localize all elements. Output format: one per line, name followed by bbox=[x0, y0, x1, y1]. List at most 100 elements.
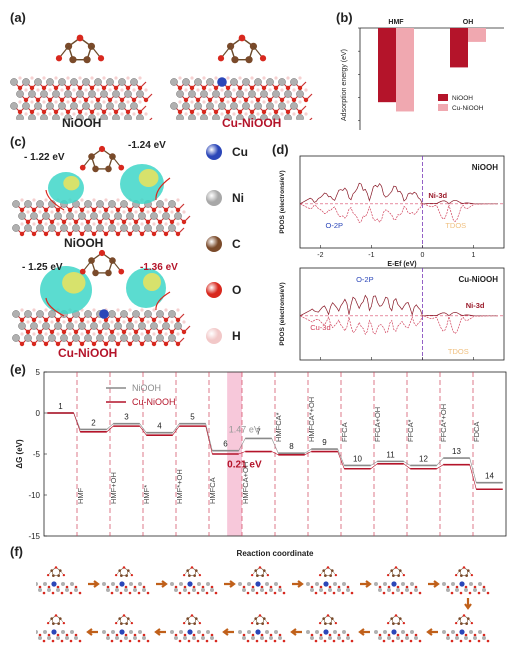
h-atom bbox=[86, 320, 90, 324]
ni-atom bbox=[34, 78, 42, 86]
ni-atom bbox=[230, 78, 238, 86]
ni-atom bbox=[150, 212, 158, 220]
ni-atom bbox=[132, 334, 140, 342]
ni-atom bbox=[396, 636, 400, 640]
o-atom bbox=[279, 97, 285, 103]
o-atom bbox=[46, 573, 50, 577]
o-atom bbox=[249, 109, 255, 115]
pathway-structures bbox=[36, 566, 490, 643]
pdos-title: Cu-NiOOH bbox=[458, 275, 498, 284]
ni-atom bbox=[114, 212, 122, 220]
o-atom bbox=[98, 145, 106, 153]
h-atom bbox=[26, 320, 30, 324]
atom-legend-item: O bbox=[206, 282, 241, 298]
o-atom bbox=[210, 585, 214, 589]
o-atom bbox=[143, 97, 149, 103]
ni-atom bbox=[170, 582, 174, 586]
ni-atom bbox=[274, 630, 278, 634]
ni-atom bbox=[34, 102, 42, 110]
o-atom bbox=[350, 591, 354, 595]
ni-atom bbox=[61, 582, 65, 586]
h-atom bbox=[120, 112, 124, 116]
cu-atom bbox=[459, 581, 465, 587]
h-atom bbox=[104, 332, 108, 336]
o-atom bbox=[273, 639, 277, 643]
ni-atom bbox=[383, 582, 387, 586]
ni-atom bbox=[94, 78, 102, 86]
h-atom bbox=[96, 88, 100, 92]
h-atom bbox=[256, 88, 260, 92]
pdos-annotation: TDOS bbox=[448, 347, 469, 356]
ni-atom bbox=[469, 582, 473, 586]
ni-atom bbox=[48, 310, 56, 318]
ni-atom bbox=[124, 114, 132, 120]
o-atom bbox=[61, 329, 67, 335]
ni-atom bbox=[284, 114, 292, 120]
ni-atom bbox=[16, 90, 24, 98]
ni-atom bbox=[396, 588, 400, 592]
c-atom bbox=[188, 574, 191, 577]
pdos-annotation: Cu-3d bbox=[310, 323, 330, 332]
h-atom bbox=[30, 76, 34, 80]
o-atom bbox=[38, 585, 42, 589]
ni-atom bbox=[65, 636, 69, 640]
ni-atom bbox=[387, 636, 391, 640]
o-atom bbox=[273, 109, 279, 115]
ni-atom bbox=[24, 224, 32, 232]
ni-atom bbox=[414, 636, 418, 640]
cu-atom bbox=[51, 581, 57, 587]
o-atom bbox=[219, 97, 225, 103]
step-label: HMFCA+OH bbox=[241, 462, 250, 504]
c-atom bbox=[392, 574, 395, 577]
charge-accumulation bbox=[63, 176, 80, 191]
h-atom bbox=[268, 112, 272, 116]
o-atom bbox=[151, 231, 157, 237]
o-atom bbox=[118, 268, 125, 275]
o-atom bbox=[266, 573, 270, 577]
h-atom bbox=[128, 222, 132, 226]
ni-atom bbox=[54, 212, 62, 220]
h-atom bbox=[190, 100, 194, 104]
o-atom bbox=[181, 329, 187, 335]
ni-atom bbox=[16, 114, 24, 120]
o-atom bbox=[319, 585, 323, 589]
o-atom bbox=[151, 317, 157, 323]
pathway-arrow bbox=[360, 580, 372, 588]
h-atom bbox=[208, 112, 212, 116]
ni-atom bbox=[46, 102, 54, 110]
ni-atom bbox=[378, 636, 382, 640]
o-atom bbox=[31, 231, 37, 237]
o-atom bbox=[260, 633, 264, 637]
ni-atom bbox=[192, 636, 196, 640]
o-atom bbox=[402, 573, 406, 577]
ni-atom bbox=[30, 322, 38, 330]
o-atom bbox=[446, 633, 450, 637]
o-atom bbox=[251, 585, 255, 589]
ni-atom bbox=[43, 582, 47, 586]
h-atom bbox=[132, 88, 136, 92]
ni-atom bbox=[70, 582, 74, 586]
step-label: FFCA+OH bbox=[373, 407, 382, 442]
o-atom bbox=[482, 585, 486, 589]
bond bbox=[149, 117, 153, 120]
ni-atom bbox=[342, 630, 346, 634]
h-atom bbox=[202, 100, 206, 104]
niooh-slab bbox=[10, 34, 153, 120]
h-atom bbox=[128, 332, 132, 336]
o-atom bbox=[237, 85, 243, 91]
c-bottom-label: Cu-NiOOH bbox=[58, 346, 118, 360]
h-atom bbox=[72, 112, 76, 116]
o-atom bbox=[414, 633, 418, 637]
transfer-arrow bbox=[155, 177, 171, 201]
pdos-down-curve bbox=[299, 315, 498, 335]
o-atom bbox=[146, 591, 150, 595]
o-atom bbox=[62, 573, 66, 577]
atom-swatch-icon bbox=[206, 328, 222, 344]
o-atom bbox=[255, 97, 261, 103]
o-atom bbox=[251, 633, 255, 637]
ni-atom bbox=[18, 212, 26, 220]
h-atom bbox=[68, 332, 72, 336]
ni-atom bbox=[269, 588, 273, 592]
c-atom bbox=[256, 574, 259, 577]
